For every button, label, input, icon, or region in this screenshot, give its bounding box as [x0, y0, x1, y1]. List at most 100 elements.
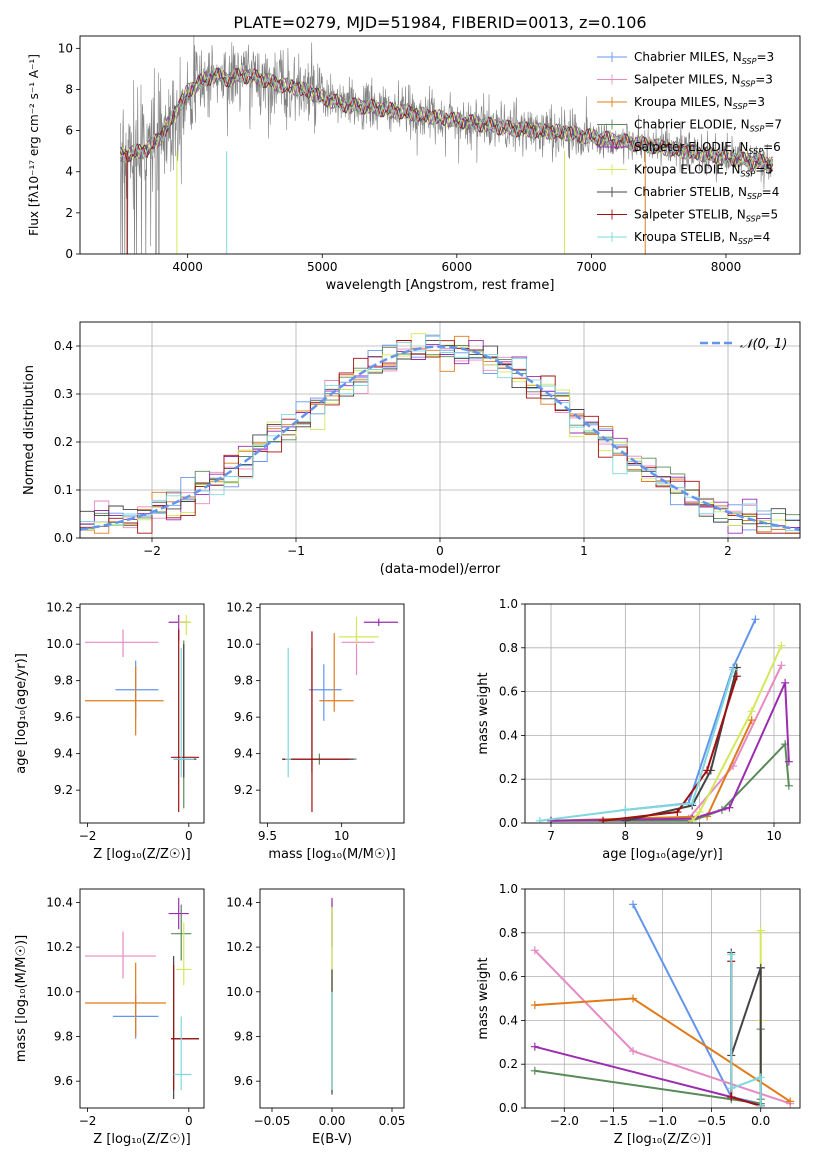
x-tick-label: 5000	[307, 260, 338, 274]
y-tick-label: 0.8	[499, 926, 518, 940]
y-tick-label: 10.0	[226, 985, 253, 999]
axes-age_vs_Z: −2 0 9.2 9.4 9.6 9.8 10.0 10.2 Z [log₁₀(Z/Z☉)] ag…	[14, 601, 205, 862]
y-tick-label: 10.0	[46, 637, 73, 651]
x-tick-label: 0.0	[751, 1114, 770, 1128]
model-line-kroupa_stelib	[120, 67, 774, 172]
x-axis-label: (data-model)/error	[380, 562, 501, 577]
y-tick-label: 10.0	[46, 985, 73, 999]
x-tick-label: 8000	[711, 260, 742, 274]
series-line-salpeter_elodie	[534, 967, 762, 1108]
x-tick-label: 9	[696, 829, 704, 843]
x-tick-label: 0.00	[319, 1114, 346, 1128]
y-tick-label: 8	[65, 82, 73, 96]
y-tick-label: 9.8	[54, 674, 73, 688]
axes-frame	[259, 888, 405, 1109]
y-tick-label: 9.6	[54, 1074, 73, 1088]
plot-area-weight_vs_age	[535, 615, 793, 823]
axes-frame	[79, 888, 205, 1109]
gaussian-curve	[80, 345, 800, 531]
x-tick-label: 10	[334, 829, 349, 843]
y-tick-label: 6	[65, 124, 73, 138]
y-tick-label: 10	[58, 41, 73, 55]
series-line-chabrier_miles	[632, 903, 761, 1105]
x-axis-label: Z [log₁₀(Z/Z☉)]	[93, 847, 190, 862]
x-tick-label: −2	[79, 1114, 97, 1128]
y-tick-label: 0.4	[499, 1013, 518, 1027]
y-tick-label: 0.3	[54, 387, 73, 401]
axes-spectrum: 4000 5000 6000 7000 8000 0 2 4 6 8 10 wavelength [A…	[27, 35, 801, 293]
series-line-kroupa_stelib	[730, 954, 762, 1106]
figure-title: PLATE=0279, MJD=51984, FIBERID=0013, z=0…	[233, 13, 646, 32]
series-line-salpeter_miles	[602, 664, 783, 822]
plot-area-mass_vs_Z	[85, 897, 199, 1100]
x-tick-label: 7000	[576, 260, 607, 274]
y-tick-label: 9.6	[234, 1074, 253, 1088]
y-axis-label: mass weight	[476, 957, 491, 1039]
x-tick-label: 1	[580, 544, 588, 558]
y-tick-label: 10.4	[226, 895, 253, 909]
legend-label: Chabrier STELIB, NSSP=4	[634, 185, 779, 201]
y-tick-label: 1.0	[499, 882, 518, 896]
y-tick-label: 10.0	[226, 637, 253, 651]
y-tick-label: 2	[65, 206, 73, 220]
plot-area-age_vs_Z	[85, 614, 199, 813]
legend-label: Salpeter MILES, NSSP=3	[634, 73, 773, 89]
model-line-salpeter_stelib	[119, 67, 774, 172]
x-tick-label: 9.5	[258, 829, 277, 843]
series-line-chabrier_stelib	[625, 667, 738, 822]
x-tick-label: 8	[622, 829, 630, 843]
y-tick-label: 10.2	[226, 940, 253, 954]
y-tick-label: 10.4	[46, 895, 73, 909]
x-tick-label: −2	[79, 829, 97, 843]
axes-frame	[524, 888, 801, 1109]
legend-label: Salpeter ELODIE, NSSP=6	[634, 140, 781, 156]
y-tick-label: 10.2	[46, 601, 73, 615]
legend-label-gauss: 𝒩(0, 1)	[740, 337, 787, 352]
legend-label: Salpeter STELIB, NSSP=5	[634, 208, 778, 224]
y-tick-label: 0.2	[54, 435, 73, 449]
y-tick-label: 0.0	[499, 1101, 518, 1115]
x-tick-label: −1	[287, 544, 305, 558]
y-tick-label: 0.8	[499, 641, 518, 655]
plot-area-weight_vs_Z	[530, 900, 795, 1108]
legend-label: Kroupa MILES, NSSP=3	[634, 95, 765, 111]
x-tick-label: −0.05	[254, 1114, 291, 1128]
x-tick-label: 6000	[442, 260, 473, 274]
y-tick-label: 9.6	[54, 710, 73, 724]
y-tick-label: 0.6	[499, 970, 518, 984]
axes-weight_vs_age: 7 8 9 10 0.0 0.2 0.4 0.6 0.8 1.0 age [log₁₀(age/yr…	[476, 597, 801, 862]
axes-residuals: −2 −1 0 1 2 0.0 0.1 0.2 0.3 0.4 (data-model)/error…	[22, 321, 801, 577]
plot-area-spectrum	[119, 36, 774, 254]
y-axis-label: mass weight	[476, 672, 491, 754]
x-tick-label: −2	[143, 544, 161, 558]
model-line-kroupa_elodie	[119, 67, 774, 170]
axes-mass_vs_ebv: −0.05 0.00 0.05 9.6 9.8 10.0 10.2 10.4 E(B-V)	[226, 888, 405, 1147]
x-axis-label: wavelength [Angstrom, rest frame]	[326, 278, 555, 293]
y-tick-label: 10.2	[46, 940, 73, 954]
legend-label: Chabrier ELODIE, NSSP=7	[634, 118, 782, 134]
x-tick-label: 0	[436, 544, 444, 558]
x-axis-label: Z [log₁₀(Z/Z☉)]	[614, 1132, 711, 1147]
x-axis-label: age [log₁₀(age/yr)]	[602, 847, 723, 862]
y-tick-label: 9.2	[54, 783, 73, 797]
y-tick-label: 4	[65, 165, 73, 179]
x-tick-label: 10	[766, 829, 781, 843]
y-tick-label: 1.0	[499, 597, 518, 611]
axes-frame	[259, 603, 405, 824]
y-axis-label: Normed distribution	[22, 365, 37, 495]
x-tick-label: −0.5	[697, 1114, 726, 1128]
series-line-kroupa_stelib	[539, 669, 735, 822]
x-axis-label: E(B-V)	[312, 1132, 352, 1147]
y-axis-label: mass [log₁₀(M/M☉)]	[14, 935, 29, 1062]
residual-hist-salpeter_stelib	[80, 340, 800, 534]
axes-frame	[524, 603, 801, 824]
y-tick-label: 9.2	[234, 783, 253, 797]
y-tick-label: 0.4	[54, 339, 73, 353]
y-tick-label: 9.6	[234, 710, 253, 724]
series-line-chabrier_elodie	[534, 1029, 762, 1105]
y-tick-label: 0.0	[499, 816, 518, 830]
legend-label: Kroupa ELODIE, NSSP=5	[634, 163, 773, 179]
x-tick-label: −1.0	[648, 1114, 677, 1128]
x-axis-label: Z [log₁₀(Z/Z☉)]	[93, 1132, 190, 1147]
